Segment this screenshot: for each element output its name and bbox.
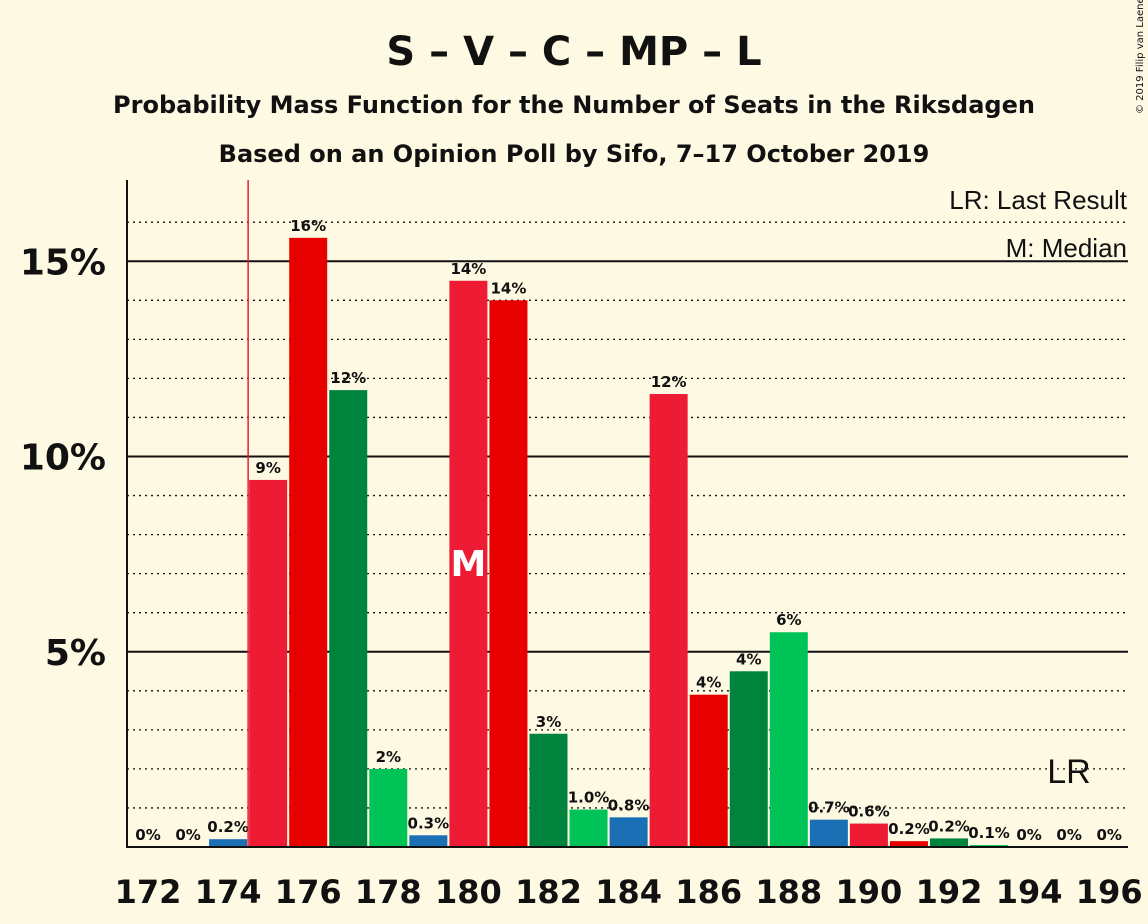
- x-tick-label: 180: [435, 873, 502, 911]
- x-tick-label: 172: [115, 873, 182, 911]
- x-tick-label: 196: [1076, 873, 1143, 911]
- x-tick-label: 192: [916, 873, 983, 911]
- axes: 5% 10% 15% 172 174 176 178 180 182 184 186 188 190 19…: [20, 180, 1143, 911]
- bar-label-175: 9%: [255, 459, 280, 477]
- bar-label-178: 2%: [376, 748, 401, 766]
- x-tick-label: 178: [355, 873, 422, 911]
- y-tick-label: 15%: [20, 242, 106, 283]
- x-tick-label: 188: [755, 873, 822, 911]
- bar-187: [729, 671, 768, 847]
- bar-label-183: 1.0%: [568, 789, 610, 807]
- bar-188: [769, 632, 808, 847]
- bar-label-174: 0.2%: [207, 818, 249, 836]
- bar-label-195: 0%: [1056, 826, 1081, 844]
- bar-189: [809, 819, 848, 847]
- last-result-label: LR: [1047, 753, 1090, 791]
- median-marker: M: [450, 544, 486, 585]
- x-tick-label: 186: [675, 873, 742, 911]
- chart-subtitle: Probability Mass Function for the Number…: [113, 91, 1035, 119]
- bar-185: [649, 394, 688, 847]
- bar-175: [249, 479, 288, 847]
- bar-label-180: 14%: [450, 260, 486, 278]
- bar-label-194: 0%: [1016, 826, 1041, 844]
- bar-label-176: 16%: [290, 217, 326, 235]
- y-tick-label: 5%: [45, 633, 106, 674]
- bar-label-191: 0.2%: [888, 820, 930, 838]
- bar-179: [409, 835, 448, 847]
- bar-label-192: 0.2%: [928, 817, 970, 835]
- legend-median: M: Median: [1006, 233, 1127, 263]
- bars: 0% 0% 0.2% 9% 16% 12% 2% 0.3% 14%14% 3% 1.0%0.8% 12…: [135, 180, 1122, 847]
- chart-title: S – V – C – MP – L: [386, 29, 761, 75]
- y-tick-label: 10%: [20, 438, 106, 479]
- x-tick-label: 194: [996, 873, 1063, 911]
- x-tick-label: 184: [595, 873, 662, 911]
- bar-178: [369, 768, 408, 847]
- bar-label-179: 0.3%: [408, 814, 450, 832]
- bar-182: [529, 733, 568, 847]
- bar-label-184: 0.8%: [608, 796, 650, 814]
- x-tick-label: 190: [836, 873, 903, 911]
- bar-label-182: 3%: [536, 713, 561, 731]
- bar-label-189: 0.7%: [808, 799, 850, 817]
- bar-183: [569, 809, 608, 847]
- bar-181: [489, 300, 528, 847]
- bar-label-190: 0.6%: [848, 803, 890, 821]
- legend-last-result: LR: Last Result: [949, 185, 1128, 215]
- bar-label-185: 12%: [651, 373, 687, 391]
- bar-177: [329, 390, 368, 847]
- copyright-notice: © 2019 Filip van Laenen: [1135, 0, 1146, 114]
- bar-184: [609, 817, 648, 847]
- bar-186: [689, 694, 728, 847]
- bar-180: [449, 280, 488, 847]
- bar-176: [289, 237, 328, 847]
- x-tick-label: 182: [515, 873, 582, 911]
- x-tick-label: 176: [275, 873, 342, 911]
- bar-label-173: 0%: [175, 826, 200, 844]
- bar-label-172: 0%: [135, 826, 160, 844]
- bar-191: [889, 841, 928, 847]
- bar-174: [209, 839, 248, 847]
- x-tick-label: 174: [195, 873, 262, 911]
- bar-label-196: 0%: [1096, 826, 1121, 844]
- bar-label-193: 0.1%: [968, 824, 1010, 842]
- chart-subtitle-poll: Based on an Opinion Poll by Sifo, 7–17 O…: [219, 140, 930, 168]
- bar-192: [930, 838, 968, 847]
- bar-190: [849, 823, 888, 847]
- bar-label-181: 14%: [490, 279, 526, 297]
- bar-label-177: 12%: [330, 369, 366, 387]
- bar-label-187: 4%: [736, 650, 761, 668]
- bar-label-186: 4%: [696, 674, 721, 692]
- bar-label-188: 6%: [776, 611, 801, 629]
